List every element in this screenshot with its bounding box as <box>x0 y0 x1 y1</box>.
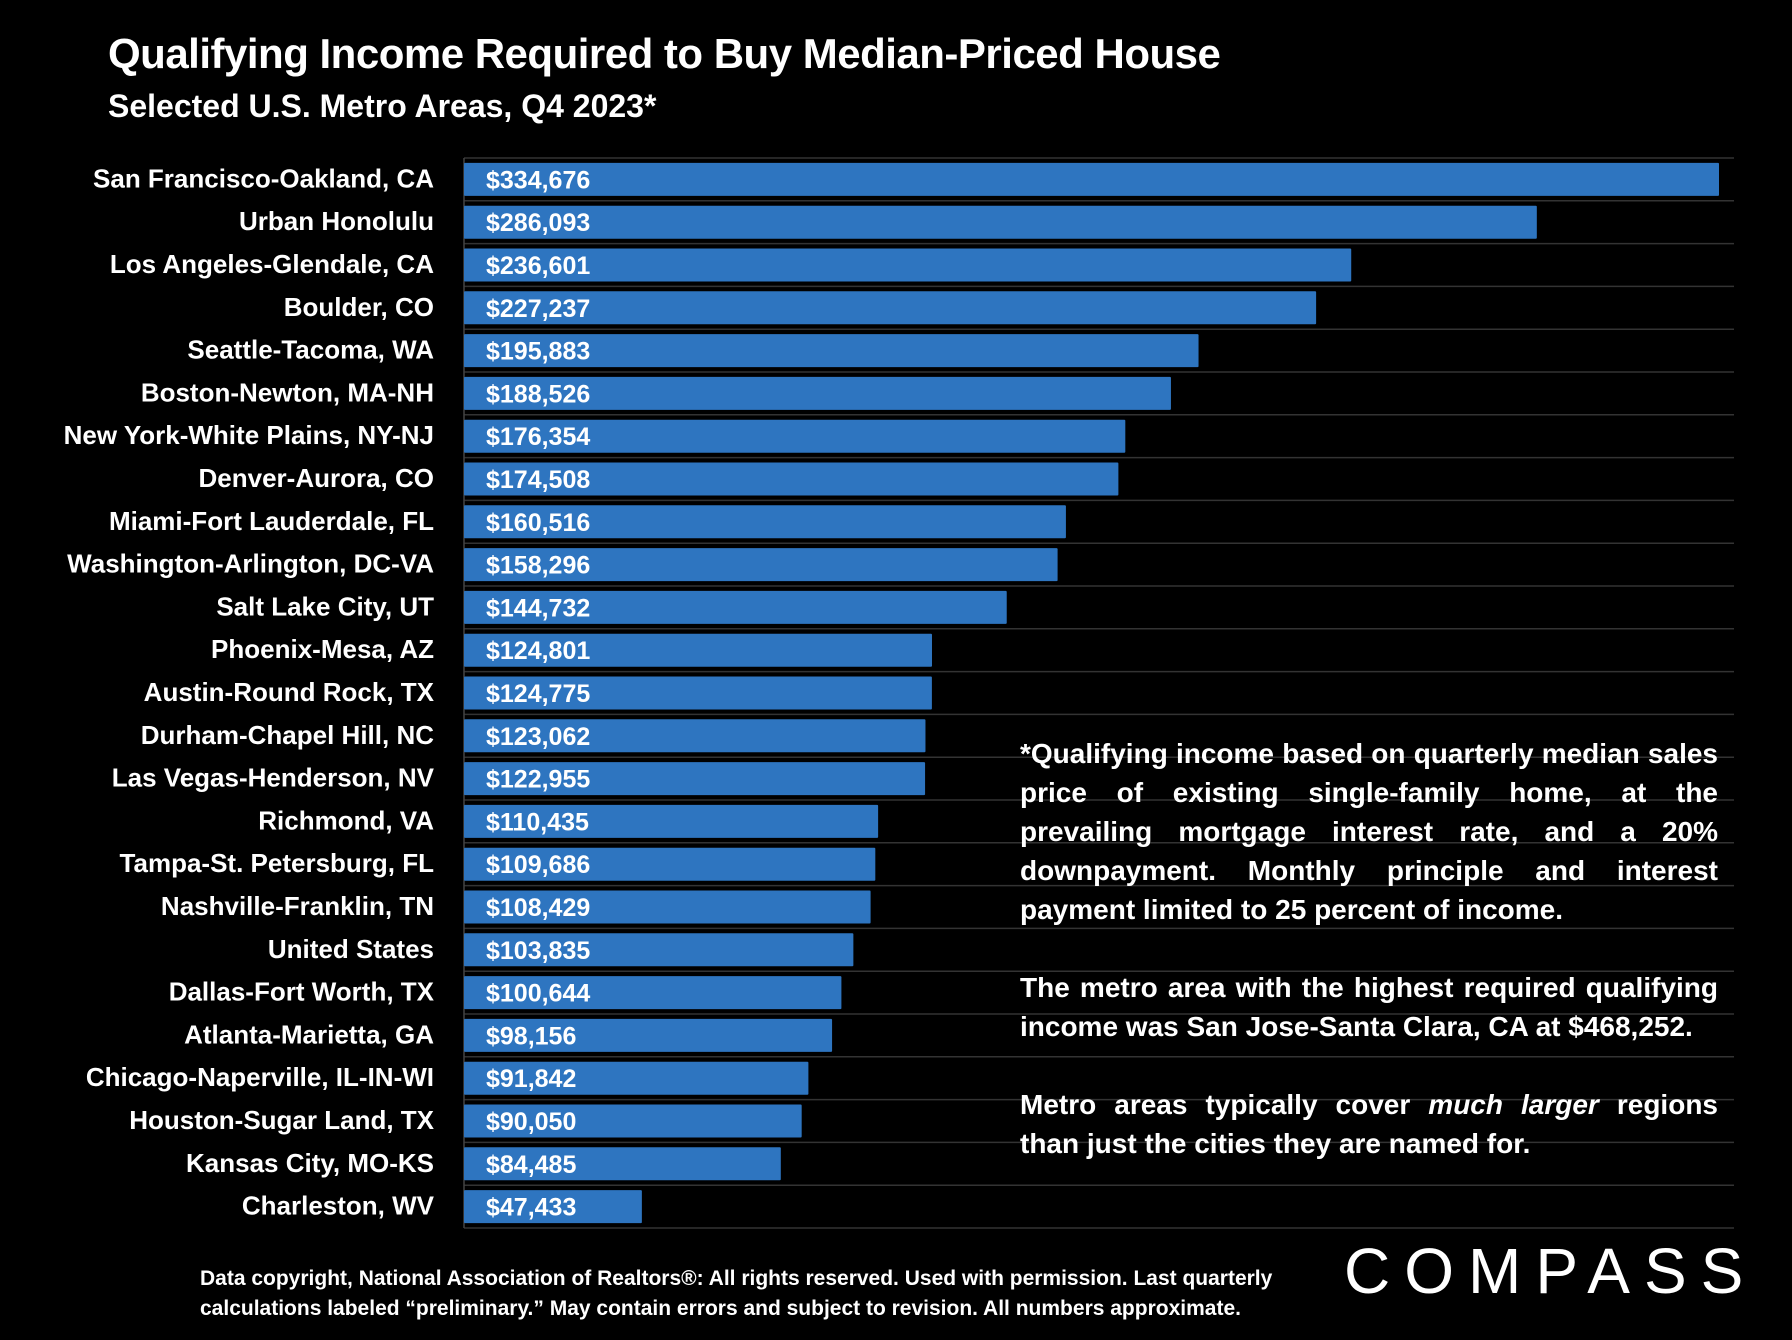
compass-logo: COMPASS <box>1344 1235 1758 1307</box>
bar-value-label: $98,156 <box>486 1022 576 1050</box>
bar <box>464 762 926 796</box>
category-label: Durham-Chapel Hill, NC <box>141 720 434 750</box>
footnote-panel: *Qualifying income based on quarterly me… <box>1020 734 1718 1202</box>
category-label: Washington-Arlington, DC-VA <box>67 549 434 579</box>
category-label: San Francisco-Oakland, CA <box>93 163 434 193</box>
category-label: Chicago-Naperville, IL-IN-WI <box>86 1062 434 1092</box>
footer-line-2: calculations labeled “preliminary.” May … <box>200 1297 1241 1320</box>
bar <box>464 847 876 881</box>
bar-value-label: $158,296 <box>486 552 590 580</box>
category-label: Los Angeles-Glendale, CA <box>110 249 434 279</box>
category-label: Charleston, WV <box>242 1191 435 1221</box>
bar-value-label: $124,775 <box>486 680 590 708</box>
bar-value-label: $188,526 <box>486 380 590 408</box>
bar-value-label: $176,354 <box>486 423 590 451</box>
bar-value-label: $236,601 <box>486 252 590 280</box>
category-label: Boston-Newton, MA-NH <box>141 377 434 407</box>
bar-value-label: $334,676 <box>486 166 590 194</box>
footnote-text: Metro areas typically cover <box>1020 1089 1429 1120</box>
bar <box>464 419 1126 453</box>
category-label: Miami-Fort Lauderdale, FL <box>109 506 434 536</box>
bar <box>464 633 932 667</box>
bar <box>464 1190 642 1224</box>
bar-value-label: $90,050 <box>486 1108 576 1136</box>
bar-value-label: $124,801 <box>486 637 590 665</box>
bar-value-label: $122,955 <box>486 766 590 794</box>
category-label: Richmond, VA <box>258 805 434 835</box>
bar-value-label: $110,435 <box>486 808 589 836</box>
bar-value-label: $160,516 <box>486 509 590 537</box>
category-label: Salt Lake City, UT <box>216 591 434 621</box>
bar <box>464 462 1119 496</box>
bar <box>464 248 1352 282</box>
category-label: Las Vegas-Henderson, NV <box>112 763 435 793</box>
footer-line-1: Data copyright, National Association of … <box>200 1267 1273 1290</box>
category-label: Urban Honolulu <box>239 206 434 236</box>
footnote-emphasis: much larger <box>1428 1089 1599 1120</box>
category-label: Boulder, CO <box>284 292 434 322</box>
bar-value-label: $174,508 <box>486 466 590 494</box>
bar <box>464 719 926 753</box>
category-label: Phoenix-Mesa, AZ <box>211 634 434 664</box>
category-label: Atlanta-Marietta, GA <box>184 1019 434 1049</box>
bar-value-label: $91,842 <box>486 1065 576 1093</box>
footnote-highest-metro: The metro area with the highest required… <box>1020 972 1718 1042</box>
category-label: Houston-Sugar Land, TX <box>129 1105 434 1135</box>
bar <box>464 676 932 710</box>
category-label: Kansas City, MO-KS <box>186 1148 434 1178</box>
category-label: Tampa-St. Petersburg, FL <box>120 848 435 878</box>
bar <box>464 162 1719 196</box>
footnote-text: regions than just the cities they are na… <box>1020 1089 1718 1159</box>
bar <box>464 548 1058 582</box>
bar-value-label: $47,433 <box>486 1194 576 1222</box>
bar <box>464 205 1537 239</box>
category-label: Austin-Round Rock, TX <box>144 677 435 707</box>
bar-value-label: $84,485 <box>486 1151 576 1179</box>
bar <box>464 933 854 967</box>
bar <box>464 334 1199 368</box>
category-label: Dallas-Fort Worth, TX <box>169 977 435 1007</box>
bar <box>464 890 871 924</box>
data-copyright-footer: Data copyright, National Association of … <box>200 1264 1340 1324</box>
chart-subtitle: Selected U.S. Metro Areas, Q4 2023* <box>108 88 657 124</box>
bar <box>464 1147 781 1181</box>
bar-value-label: $286,093 <box>486 209 590 237</box>
bar <box>464 976 842 1010</box>
bar <box>464 376 1171 410</box>
bar <box>464 1018 833 1052</box>
category-label: Seattle-Tacoma, WA <box>187 335 434 365</box>
bar <box>464 804 879 838</box>
chart-title: Qualifying Income Required to Buy Median… <box>108 30 1221 77</box>
bar <box>464 505 1066 539</box>
bar-value-label: $144,732 <box>486 594 590 622</box>
category-label: United States <box>268 934 434 964</box>
bar-value-label: $109,686 <box>486 851 590 879</box>
category-label: Nashville-Franklin, TN <box>161 891 434 921</box>
bar-value-label: $103,835 <box>486 937 590 965</box>
bar <box>464 1061 809 1095</box>
category-label: Denver-Aurora, CO <box>199 463 435 493</box>
footnote-qualifying-income: *Qualifying income based on quarterly me… <box>1020 738 1718 925</box>
bar-value-label: $227,237 <box>486 295 590 323</box>
bar <box>464 590 1007 624</box>
bar-value-label: $108,429 <box>486 894 590 922</box>
bar <box>464 291 1317 325</box>
bar-value-label: $123,062 <box>486 723 590 751</box>
bar-value-label: $195,883 <box>486 338 590 366</box>
bar-value-label: $100,644 <box>486 980 590 1008</box>
footnote-metro-areas: Metro areas typically cover much larger … <box>1020 1085 1718 1163</box>
category-label: New York-White Plains, NY-NJ <box>64 420 434 450</box>
bar <box>464 1104 802 1138</box>
